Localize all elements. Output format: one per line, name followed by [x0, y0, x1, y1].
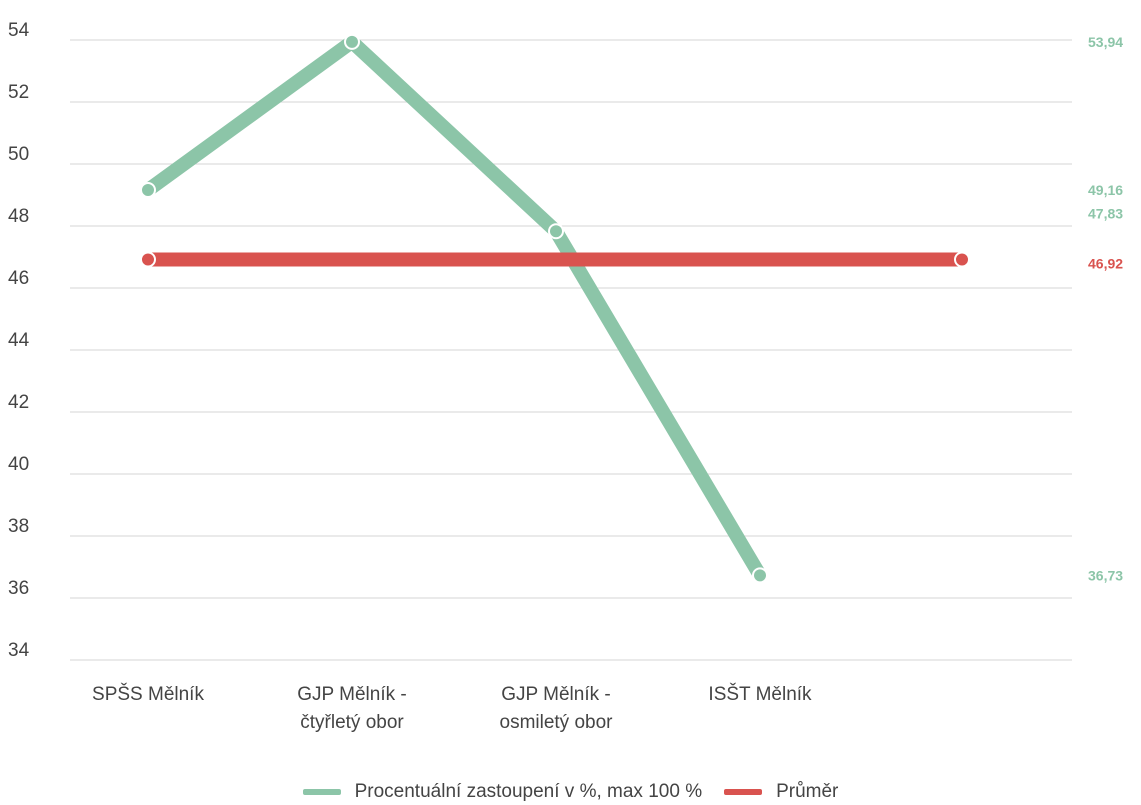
x-category-label: GJP Mělník -osmiletý obor [500, 684, 614, 733]
y-tick-label: 54 [8, 20, 30, 41]
series-point-0[interactable] [548, 223, 564, 240]
y-tick-label: 52 [8, 82, 29, 103]
series-point-1[interactable] [140, 251, 156, 268]
grid-lines [70, 39, 1072, 661]
series-point-0[interactable] [140, 182, 156, 199]
data-label-series-0: 53,94 [1088, 34, 1123, 50]
x-category-label: SPŠS Mělník [92, 683, 204, 705]
series-line-0 [141, 34, 767, 583]
y-tick-label: 40 [8, 454, 29, 475]
series-lines [140, 33, 970, 584]
y-axis-ticks: 54 52 50 48 46 44 42 40 38 36 34 [8, 20, 30, 661]
legend-swatch-series-1 [724, 788, 763, 795]
y-tick-label: 50 [8, 144, 29, 165]
data-label-series-0: 49,16 [1088, 182, 1123, 198]
data-labels: 53,94 49,16 47,83 46,92 36,73 [1088, 34, 1123, 584]
data-label-series-0: 47,83 [1088, 205, 1123, 221]
y-tick-label: 36 [8, 578, 29, 599]
x-category-label: GJP Mělník -čtyřletý obor [297, 684, 406, 733]
line-chart: 54 52 50 48 46 44 42 40 38 36 34 SPŠS Mělník GJP Mě… [8, 20, 1123, 733]
legend-label-series-1: Průměr [776, 780, 839, 802]
legend: Procentuální zastoupení v %, max 100 % P… [0, 778, 1141, 805]
x-axis-categories: SPŠS Mělník GJP Mělník -čtyřletý obor GJP … [92, 683, 812, 733]
data-label-series-0: 36,73 [1088, 567, 1123, 583]
y-tick-label: 38 [8, 516, 29, 537]
series-point-0[interactable] [752, 567, 768, 584]
legend-item-series-1[interactable]: Průměr [724, 781, 838, 803]
legend-swatch-series-0 [302, 788, 341, 795]
x-category-label: ISŠT Mělník [708, 683, 812, 705]
series-point-0[interactable] [344, 33, 360, 50]
legend-item-series-0[interactable]: Procentuální zastoupení v %, max 100 % [302, 780, 703, 803]
y-tick-label: 46 [8, 268, 29, 289]
data-label-series-1: 46,92 [1088, 255, 1123, 271]
y-tick-label: 44 [8, 330, 30, 351]
y-tick-label: 34 [8, 640, 30, 661]
series-point-1[interactable] [954, 251, 970, 268]
y-tick-label: 42 [8, 392, 29, 413]
y-tick-label: 48 [8, 206, 29, 227]
legend-label-series-0: Procentuální zastoupení v %, max 100 % [354, 780, 703, 802]
